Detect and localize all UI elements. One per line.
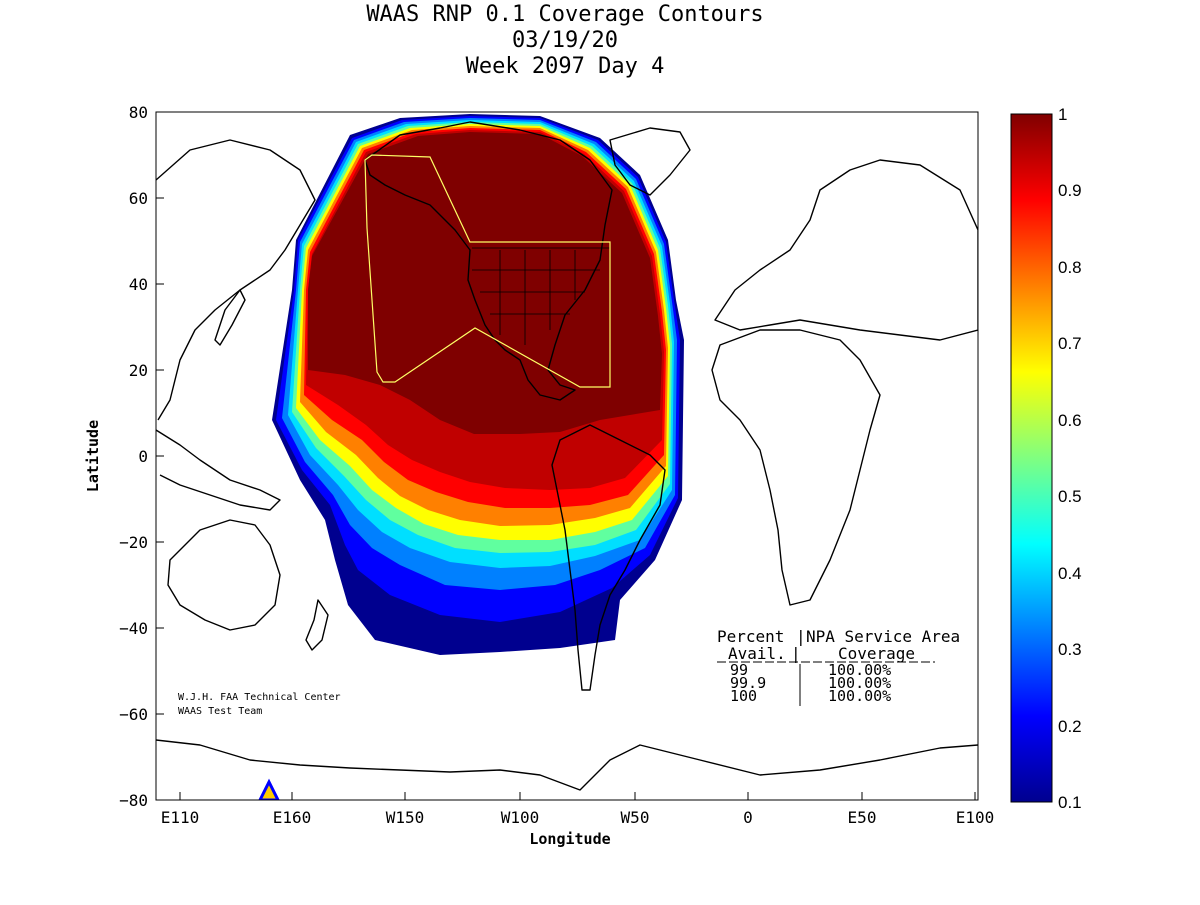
y-tick-label: −60 bbox=[119, 705, 148, 724]
x-tick-label: E160 bbox=[273, 808, 312, 827]
new-zealand-outline bbox=[305, 599, 329, 651]
x-tick-label: E100 bbox=[956, 808, 995, 827]
service-area-boundary bbox=[364, 154, 611, 388]
credit-line-2: WAAS Test Team bbox=[178, 706, 262, 717]
table-row-coverage: 100.00% bbox=[828, 661, 891, 679]
chart-title: WAAS RNP 0.1 Coverage Contours 03/19/20 … bbox=[366, 2, 763, 79]
plot-area bbox=[155, 111, 979, 801]
colorbar-tick-label: 0.3 bbox=[1058, 640, 1082, 659]
colorbar-tick-label: 0.4 bbox=[1058, 564, 1082, 583]
x-tick-label: 0 bbox=[743, 808, 753, 827]
x-tick-label: E110 bbox=[161, 808, 200, 827]
colorbar: 1 0.9 0.8 0.7 0.6 0.5 0.4 0.3 0.2 0.1 bbox=[1010, 105, 1082, 812]
x-tick-label: E50 bbox=[848, 808, 877, 827]
table-row-avail: 99.9 bbox=[730, 674, 766, 692]
contour-band-core bbox=[308, 132, 662, 434]
maritime-asia-outline bbox=[156, 429, 281, 511]
coverage-table: Percent | NPA Service Area Avail. | Cove… bbox=[717, 627, 960, 706]
y-tick-label: 60 bbox=[129, 189, 148, 208]
colorbar-ticks: 1 0.9 0.8 0.7 0.6 0.5 0.4 0.3 0.2 0.1 bbox=[1058, 105, 1082, 812]
colorbar-tick-label: 1 bbox=[1058, 105, 1067, 124]
y-tick-label: 0 bbox=[138, 447, 148, 466]
europe-outline bbox=[714, 159, 978, 341]
antarctica-outline bbox=[156, 739, 978, 791]
x-tick-label: W150 bbox=[386, 808, 425, 827]
y-tick-label: −80 bbox=[119, 791, 148, 810]
contour-antarctic-blip bbox=[258, 778, 280, 800]
table-header-service-area: NPA Service Area bbox=[806, 627, 960, 646]
x-axis-label: Longitude bbox=[529, 830, 610, 848]
japan-outline bbox=[214, 289, 246, 346]
colorbar-tick-label: 0.5 bbox=[1058, 487, 1082, 506]
table-header-divider: | bbox=[796, 627, 806, 646]
y-tick-label: 40 bbox=[129, 275, 148, 294]
credits: W.J.H. FAA Technical Center WAAS Test Te… bbox=[178, 692, 341, 717]
title-line-1: WAAS RNP 0.1 Coverage Contours bbox=[366, 2, 763, 27]
table-row-avail: 100 bbox=[730, 687, 757, 705]
y-tick-label: 20 bbox=[129, 361, 148, 380]
x-tick-label: W100 bbox=[501, 808, 540, 827]
y-axis: 80 60 40 20 0 −20 −40 −60 −80 Latitude bbox=[84, 103, 164, 810]
x-tick-label: W50 bbox=[621, 808, 650, 827]
y-tick-label: −40 bbox=[119, 619, 148, 638]
credit-line-1: W.J.H. FAA Technical Center bbox=[178, 692, 341, 703]
asia-outline bbox=[156, 139, 316, 421]
colorbar-tick-label: 0.6 bbox=[1058, 411, 1082, 430]
y-tick-label: 80 bbox=[129, 103, 148, 122]
us-states-grid bbox=[472, 247, 610, 345]
title-line-2: 03/19/20 bbox=[512, 28, 618, 53]
colorbar-tick-label: 0.7 bbox=[1058, 334, 1082, 353]
table-row-coverage: 100.00% bbox=[828, 687, 891, 705]
colorbar-tick-label: 0.1 bbox=[1058, 793, 1082, 812]
south-america-outline bbox=[551, 424, 666, 691]
colorbar-tick-label: 0.9 bbox=[1058, 181, 1082, 200]
greenland-outline bbox=[609, 127, 691, 196]
table-header-divider: | bbox=[791, 644, 801, 663]
table-header-avail: Avail. bbox=[728, 644, 786, 663]
colorbar-tick-label: 0.8 bbox=[1058, 258, 1082, 277]
colorbar-gradient bbox=[1010, 113, 1053, 803]
table-row-coverage: 100.00% bbox=[828, 674, 891, 692]
africa-outline bbox=[711, 329, 881, 606]
australia-outline bbox=[167, 519, 281, 631]
north-america-outline bbox=[364, 121, 613, 401]
title-line-3: Week 2097 Day 4 bbox=[466, 54, 665, 79]
colorbar-tick-label: 0.2 bbox=[1058, 717, 1082, 736]
table-header-percent: Percent bbox=[717, 627, 784, 646]
table-header-coverage: Coverage bbox=[838, 644, 915, 663]
x-axis: E110 E160 W150 W100 W50 0 E50 E100 Longi… bbox=[161, 792, 995, 848]
y-axis-label: Latitude bbox=[84, 420, 102, 492]
table-row-avail: 99 bbox=[730, 661, 748, 679]
y-tick-label: −20 bbox=[119, 533, 148, 552]
coastlines bbox=[156, 121, 978, 791]
